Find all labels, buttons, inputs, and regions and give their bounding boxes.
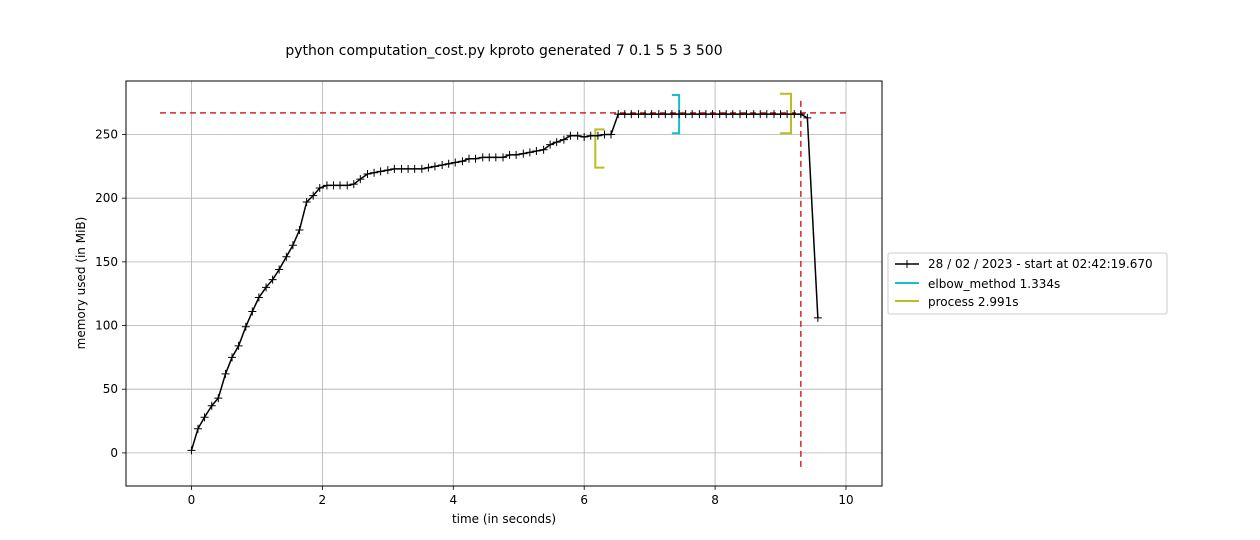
memory-point — [491, 153, 500, 162]
memory-point — [221, 369, 230, 378]
memory-point — [451, 158, 460, 167]
memory-point — [471, 154, 480, 163]
memory-point — [728, 110, 737, 119]
memory-point — [417, 164, 426, 173]
memory-point — [532, 147, 541, 156]
memory-point — [282, 252, 291, 261]
legend: 28 / 02 / 2023 - start at 02:42:19.670 e… — [887, 252, 1168, 315]
memory-point — [444, 159, 453, 168]
legend-box — [887, 252, 1168, 315]
x-tick-label: 8 — [711, 493, 719, 507]
y-tick-label: 50 — [103, 382, 118, 396]
memory-point — [288, 241, 297, 250]
x-tick-label: 0 — [188, 493, 196, 507]
memory-point — [559, 135, 568, 144]
memory-point — [234, 341, 243, 350]
memory-point — [803, 113, 812, 122]
memory-point — [688, 110, 697, 119]
legend-label-elbow: elbow_method 1.334s — [928, 277, 1060, 291]
memory-point — [647, 110, 656, 119]
memory-point — [336, 181, 345, 190]
y-tick-label: 0 — [110, 446, 118, 460]
memory-point — [708, 110, 717, 119]
y-axis-title: memory used (in MiB) — [74, 217, 88, 350]
plot-frame — [125, 80, 883, 487]
y-tick-label: 250 — [95, 127, 118, 141]
memory-point — [424, 163, 433, 172]
memory-point — [539, 145, 548, 154]
legend-label-memory: 28 / 02 / 2023 - start at 02:42:19.670 — [928, 257, 1153, 271]
memory-point — [390, 164, 399, 173]
legend-label-process: process 2.991s — [928, 295, 1019, 309]
memory-point — [552, 138, 561, 147]
grid — [126, 81, 882, 486]
memory-point — [430, 162, 439, 171]
memory-point — [268, 275, 277, 284]
memory-point — [813, 313, 822, 322]
memory-point — [370, 168, 379, 177]
x-axis-title: time (in seconds) — [452, 512, 556, 526]
x-tick-label: 10 — [838, 493, 853, 507]
x-tick-label: 4 — [449, 493, 457, 507]
memory-point — [410, 164, 419, 173]
memory-point — [580, 133, 589, 142]
x-tick-label: 6 — [580, 493, 588, 507]
memory-point — [458, 157, 467, 166]
y-tick-label: 200 — [95, 191, 118, 205]
memory-point — [194, 424, 202, 433]
memory-point — [275, 265, 284, 274]
x-tick-label: 2 — [319, 493, 327, 507]
process-bracket-open — [594, 128, 605, 169]
memory-point — [607, 130, 616, 139]
memory-point — [546, 140, 555, 149]
y-tick-label: 150 — [95, 255, 118, 269]
y-axis-ticks: 0 50 100 150 200 250 — [95, 127, 126, 460]
memory-point — [667, 110, 676, 119]
memory-point — [593, 131, 602, 140]
memory-point — [254, 293, 263, 302]
memory-point — [309, 191, 318, 200]
memory-point — [566, 131, 575, 140]
memory-point — [207, 401, 216, 410]
memory-point — [573, 131, 582, 140]
memory-point — [512, 150, 521, 159]
x-axis-ticks: 0 2 4 6 8 10 — [188, 486, 854, 507]
memory-point — [499, 153, 508, 162]
memory-line — [190, 113, 819, 451]
y-tick-label: 100 — [95, 319, 118, 333]
memory-point — [228, 353, 237, 362]
memory-point — [762, 110, 771, 119]
memory-point — [200, 413, 209, 422]
memory-point — [783, 110, 792, 119]
memory-point — [519, 149, 528, 158]
memory-point — [376, 167, 385, 176]
phase-brackets — [594, 92, 793, 169]
memory-point — [248, 307, 257, 316]
memory-point — [383, 166, 392, 175]
memory-point — [187, 446, 196, 455]
memory-point — [363, 169, 372, 178]
memory-point — [586, 131, 595, 140]
memory-point — [262, 283, 271, 292]
memory-point — [627, 110, 636, 119]
memory-point — [295, 226, 304, 235]
memory-point — [742, 110, 751, 119]
memory-point — [241, 322, 250, 331]
memory-point — [796, 110, 805, 119]
reference-lines — [160, 98, 850, 467]
memory-point — [302, 197, 311, 206]
memory-point — [525, 148, 534, 157]
memory-series — [187, 110, 822, 455]
memory-point — [214, 394, 223, 403]
memory-point — [356, 175, 365, 184]
memory-point — [349, 180, 358, 189]
chart-title: python computation_cost.py kproto genera… — [285, 43, 722, 59]
memory-point — [315, 183, 324, 192]
memory-point — [438, 161, 447, 170]
legend-marker-plus — [903, 260, 911, 268]
memory-point — [343, 181, 352, 190]
